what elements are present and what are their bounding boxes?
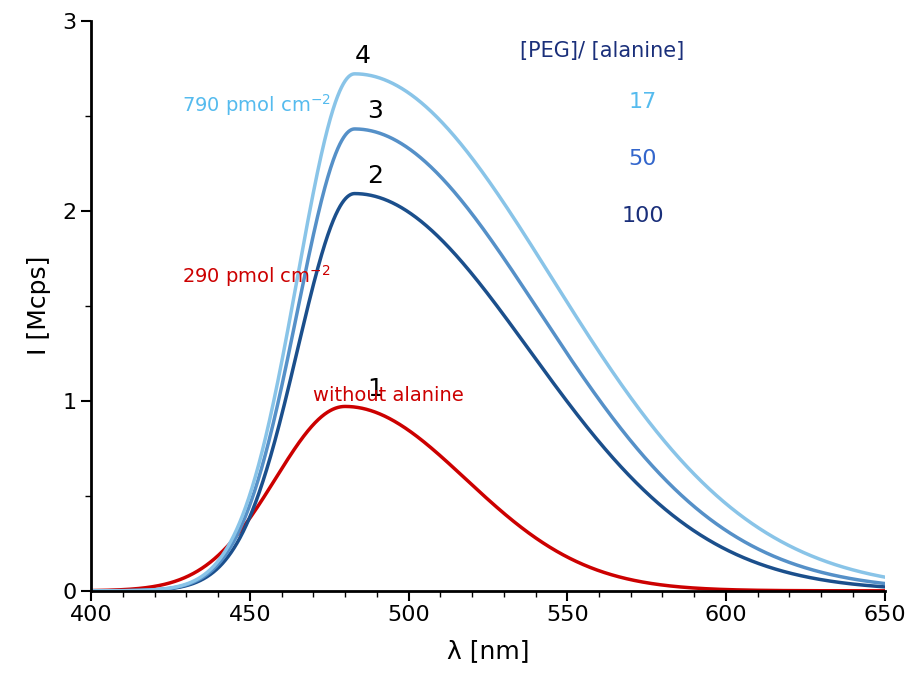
Text: 290 pmol cm$^{-2}$: 290 pmol cm$^{-2}$ [182, 263, 331, 289]
Text: 790 pmol cm$^{-2}$: 790 pmol cm$^{-2}$ [182, 92, 331, 117]
Text: 2: 2 [367, 164, 383, 188]
Text: 100: 100 [620, 206, 663, 226]
Text: without alanine: without alanine [313, 385, 464, 405]
Text: 1: 1 [367, 376, 383, 401]
Text: 17: 17 [628, 92, 656, 112]
Text: 3: 3 [367, 99, 383, 123]
Text: [PEG]/ [alanine]: [PEG]/ [alanine] [519, 41, 683, 60]
X-axis label: λ [nm]: λ [nm] [446, 640, 528, 663]
Text: 50: 50 [628, 149, 656, 169]
Text: 4: 4 [354, 44, 370, 68]
Y-axis label: I [Mcps]: I [Mcps] [27, 256, 51, 355]
